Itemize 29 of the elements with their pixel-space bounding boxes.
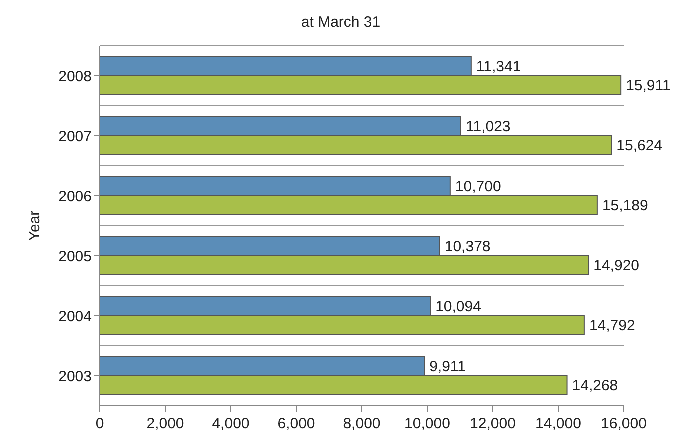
x-tick-label: 16,000	[601, 416, 647, 433]
data-label: 14,792	[589, 318, 636, 335]
y-axis-title: Year	[26, 210, 44, 242]
data-label: 10,378	[444, 238, 491, 256]
y-tick-label: 2006	[58, 188, 92, 206]
x-tick-label: 6,000	[278, 416, 316, 433]
x-tick-label: 14,000	[536, 416, 582, 433]
y-tick-label: 2008	[58, 68, 92, 86]
x-tick-label: 10,000	[404, 416, 450, 433]
data-label: 9,911	[430, 358, 466, 376]
y-tick-label: 2005	[58, 248, 92, 266]
x-tick-label: 12,000	[470, 416, 516, 433]
data-label: 15,189	[602, 198, 648, 215]
data-label: 11,023	[466, 118, 511, 136]
data-label: 14,920	[594, 258, 640, 275]
y-tick-label: 2007	[58, 128, 92, 146]
data-label: 14,268	[572, 378, 618, 395]
data-label: 10,094	[436, 298, 482, 316]
x-tick-label: 8,000	[343, 416, 381, 433]
x-tick-label: 0	[96, 416, 104, 433]
x-tick-label: 2,000	[146, 416, 184, 433]
chart-title: at March 31	[300, 14, 382, 31]
data-label: 11,341	[476, 58, 522, 76]
data-label: 15,624	[616, 138, 663, 155]
y-tick-label: 2004	[58, 308, 92, 326]
data-label: 15,911	[626, 78, 671, 95]
data-label: 10,700	[455, 178, 502, 196]
x-tick-label: 4,000	[212, 416, 250, 433]
y-tick-label: 2003	[58, 368, 92, 386]
